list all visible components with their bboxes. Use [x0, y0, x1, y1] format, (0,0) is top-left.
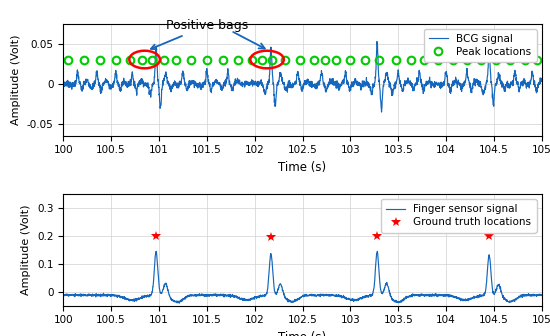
Peak locations — [235, 57, 241, 61]
Finger sensor signal — [538, 293, 545, 297]
Peak locations — [282, 57, 289, 61]
Peak locations — [333, 57, 339, 61]
Peak locations — [113, 57, 119, 61]
X-axis label: Time (s): Time (s) — [278, 161, 327, 174]
Peak locations — [268, 57, 275, 61]
Text: Positive bags: Positive bags — [151, 19, 248, 49]
Peak locations — [421, 57, 427, 61]
Peak locations — [449, 57, 456, 61]
Peak locations — [435, 57, 442, 61]
Peak locations — [139, 57, 145, 61]
Peak locations — [161, 57, 167, 61]
Peak locations — [259, 57, 266, 61]
Legend: BCG signal, Peak locations: BCG signal, Peak locations — [424, 29, 537, 62]
Peak locations — [507, 57, 514, 61]
Line: BCG signal: BCG signal — [63, 42, 542, 112]
Peak locations — [65, 57, 72, 61]
Peak locations — [220, 57, 227, 61]
Peak locations — [376, 57, 382, 61]
Peak locations — [464, 57, 470, 61]
Finger sensor signal — [200, 293, 207, 297]
BCG signal — [105, 80, 112, 84]
Finger sensor signal — [307, 293, 314, 297]
BCG signal — [200, 81, 207, 85]
Peak locations — [149, 57, 156, 61]
Peak locations — [311, 57, 317, 61]
Peak locations — [173, 57, 179, 61]
BCG signal — [306, 82, 313, 86]
Line: Finger sensor signal: Finger sensor signal — [63, 251, 542, 303]
Peak locations — [492, 57, 499, 61]
Line: Peak locations: Peak locations — [64, 56, 541, 64]
Finger sensor signal — [152, 255, 158, 259]
BCG signal — [78, 88, 85, 92]
Legend: Finger sensor signal, Ground truth locations: Finger sensor signal, Ground truth locat… — [381, 199, 537, 233]
BCG signal — [378, 110, 385, 114]
Peak locations — [187, 57, 194, 61]
Peak locations — [393, 57, 400, 61]
BCG signal — [60, 79, 67, 83]
BCG signal — [153, 55, 160, 59]
Finger sensor signal — [154, 256, 161, 260]
Peak locations — [408, 57, 414, 61]
Finger sensor signal — [105, 293, 112, 297]
Peak locations — [521, 57, 528, 61]
BCG signal — [373, 40, 380, 44]
Peak locations — [296, 57, 303, 61]
Peak locations — [321, 57, 328, 61]
Finger sensor signal — [78, 292, 85, 296]
Finger sensor signal — [153, 249, 159, 253]
Peak locations — [361, 57, 368, 61]
Peak locations — [534, 57, 540, 61]
Y-axis label: Amplitude (Volt): Amplitude (Volt) — [11, 34, 21, 125]
Peak locations — [249, 57, 255, 61]
Peak locations — [96, 57, 103, 61]
X-axis label: Time (s): Time (s) — [278, 331, 327, 336]
BCG signal — [538, 79, 545, 83]
Peak locations — [127, 57, 134, 61]
Peak locations — [347, 57, 354, 61]
BCG signal — [152, 59, 158, 63]
Finger sensor signal — [60, 294, 67, 298]
Peak locations — [478, 57, 485, 61]
Peak locations — [81, 57, 87, 61]
Y-axis label: Amplitude (Volt): Amplitude (Volt) — [21, 205, 31, 295]
Peak locations — [204, 57, 210, 61]
Finger sensor signal — [176, 301, 183, 305]
